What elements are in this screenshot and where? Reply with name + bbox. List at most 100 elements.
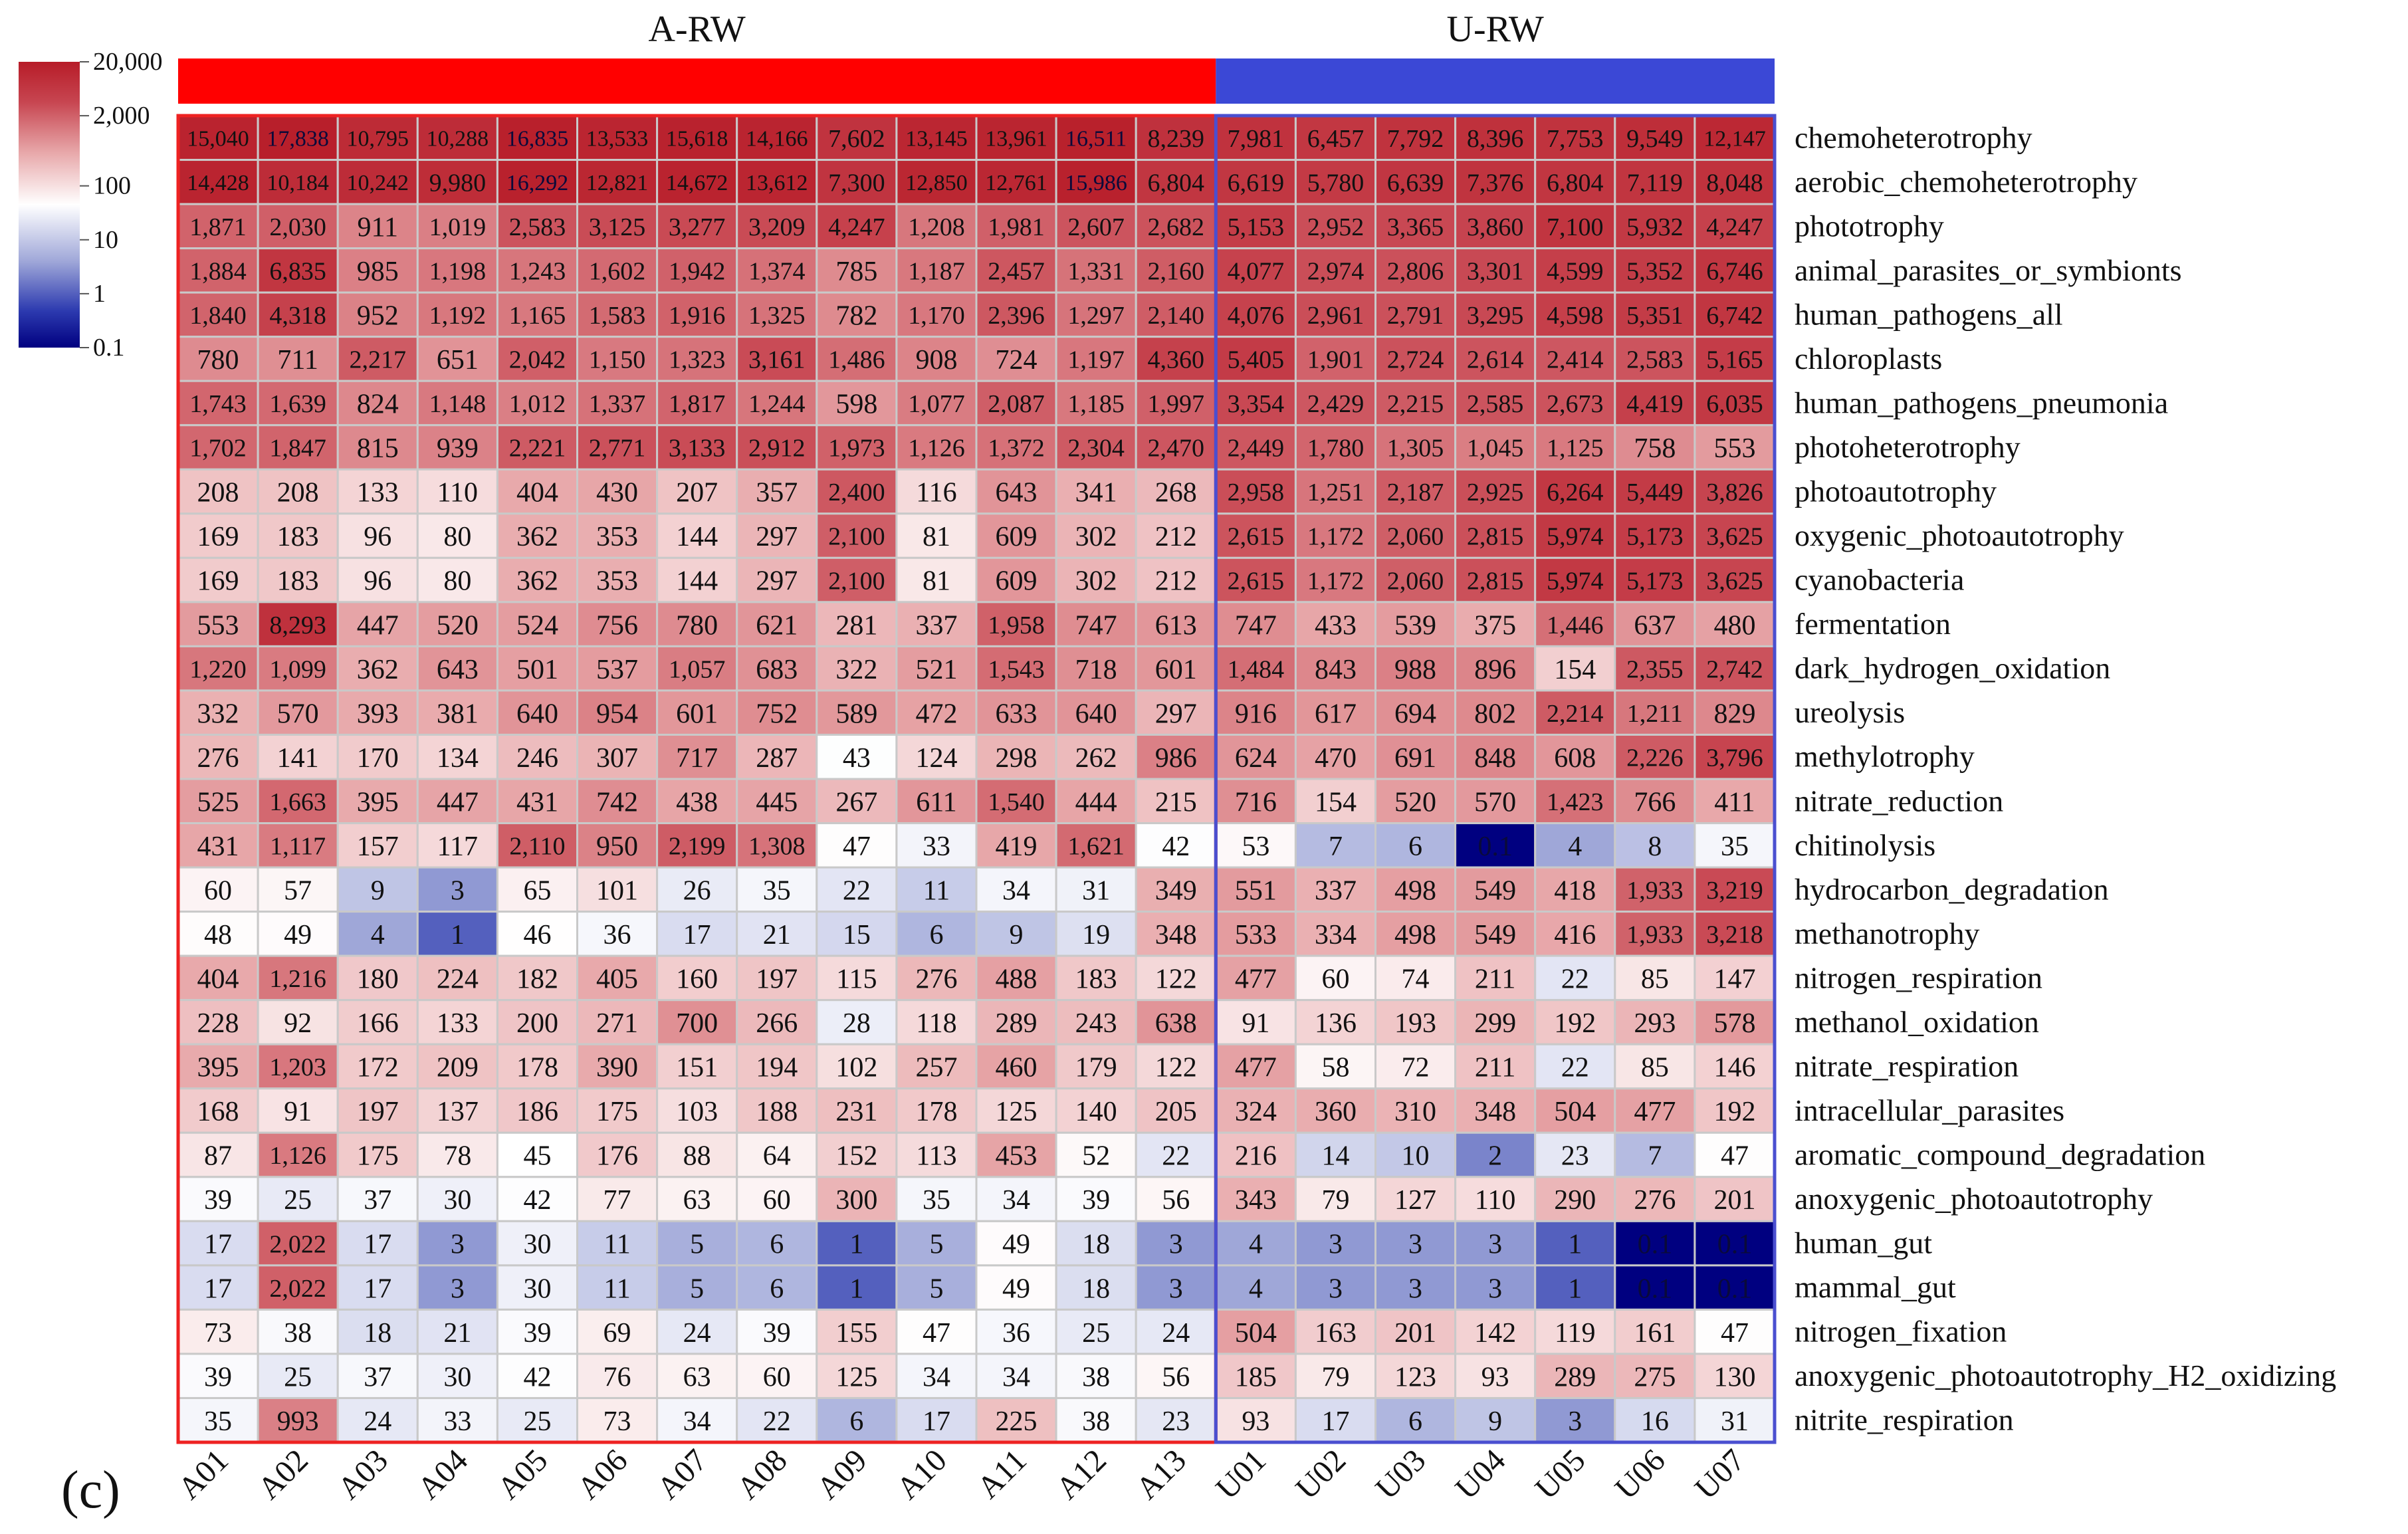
- cell-value: 18: [1082, 1230, 1110, 1260]
- heatmap-cell: [1135, 159, 1217, 205]
- cell-value: 5,405: [1228, 346, 1285, 374]
- heatmap-cell: [1374, 1220, 1457, 1267]
- cell-value: 1,148: [429, 390, 487, 418]
- cell-value: 1,251: [1307, 479, 1365, 506]
- heatmap-cell: [816, 689, 898, 736]
- heatmap-cell: [816, 468, 898, 515]
- heatmap-cell: [1614, 1087, 1696, 1134]
- cell-value: 2,060: [1387, 567, 1444, 595]
- cell-value: 419: [996, 831, 1038, 862]
- heatmap-cell: [736, 1043, 818, 1090]
- cell-value: 5,165: [1706, 346, 1763, 374]
- cell-value: 22: [843, 875, 871, 906]
- heatmap-cell: [576, 247, 659, 294]
- heatmap-cell: [1454, 911, 1537, 957]
- cell-value: 79: [1321, 1185, 1349, 1216]
- row-label: intracellular_parasites: [1795, 1093, 2064, 1127]
- cell-value: 1,933: [1626, 921, 1684, 949]
- column-label: A12: [1049, 1442, 1113, 1506]
- cell-value: 1,208: [908, 213, 965, 241]
- cell-value: 133: [437, 1008, 479, 1039]
- legend-tick-label: 10: [93, 226, 118, 254]
- cell-value: 1,117: [270, 832, 326, 860]
- cell-value: 362: [516, 566, 558, 597]
- cell-value: 205: [1155, 1097, 1197, 1127]
- cell-value: 0.1: [1717, 1230, 1753, 1260]
- cell-value: 175: [357, 1141, 399, 1172]
- cell-value: 3,860: [1467, 213, 1524, 241]
- heatmap-cell: [1454, 1220, 1537, 1267]
- heatmap-cell: [1454, 645, 1537, 692]
- cell-value: 12,821: [586, 171, 649, 195]
- cell-value: 5,352: [1626, 258, 1684, 286]
- heatmap-cell: [416, 645, 498, 692]
- heatmap-cell: [1214, 1308, 1297, 1355]
- cell-value: 1,663: [269, 788, 326, 816]
- cell-value: 17: [364, 1273, 391, 1304]
- column-label: A05: [491, 1442, 554, 1506]
- heatmap-cell: [1214, 689, 1297, 736]
- cell-value: 60: [1321, 964, 1349, 995]
- cell-value: 362: [516, 522, 558, 552]
- heatmap-cell: [257, 203, 339, 250]
- heatmap-cell: [1135, 1087, 1217, 1134]
- cell-value: 276: [1634, 1185, 1676, 1216]
- cell-value: 17: [683, 920, 711, 950]
- heatmap-cell: [656, 1308, 738, 1355]
- cell-value: 1,372: [988, 435, 1045, 463]
- heatmap-cell: [1135, 203, 1217, 250]
- cell-value: 297: [756, 566, 798, 597]
- row-label: methanol_oxidation: [1795, 1005, 2039, 1039]
- cell-value: 130: [1713, 1362, 1755, 1392]
- cell-value: 224: [437, 964, 479, 995]
- cell-value: 182: [516, 964, 558, 995]
- heatmap-cell: [1214, 1264, 1297, 1311]
- cell-value: 276: [915, 964, 957, 995]
- cell-value: 2,304: [1067, 435, 1125, 463]
- cell-value: 25: [1082, 1318, 1110, 1349]
- cell-value: 1,847: [269, 435, 326, 463]
- cell-value: 15,618: [666, 127, 728, 152]
- heatmap-cell: [1694, 733, 1776, 780]
- cell-value: 152: [835, 1141, 877, 1172]
- cell-value: 87: [204, 1141, 232, 1172]
- cell-value: 993: [277, 1406, 319, 1437]
- cell-value: 22: [1162, 1141, 1190, 1172]
- cell-value: 45: [523, 1141, 551, 1172]
- heatmap-cell: [895, 1264, 978, 1311]
- heatmap-cell: [1055, 468, 1137, 515]
- cell-value: 683: [756, 655, 798, 685]
- heatmap-cell: [1694, 468, 1776, 515]
- cell-value: 14: [1321, 1141, 1349, 1172]
- cell-value: 2,607: [1067, 213, 1125, 241]
- cell-value: 3,209: [748, 213, 806, 241]
- heatmap-cell: [1614, 866, 1696, 913]
- cell-value: 56: [1162, 1185, 1190, 1216]
- heatmap-cell: [1294, 1308, 1377, 1355]
- cell-value: 35: [923, 1185, 950, 1216]
- heatmap-cell: [1374, 1087, 1457, 1134]
- heatmap-cell: [736, 911, 818, 957]
- heatmap-cell: [656, 1353, 738, 1399]
- cell-value: 57: [284, 875, 312, 906]
- cell-value: 3,826: [1706, 479, 1763, 506]
- cell-value: 18: [364, 1318, 391, 1349]
- heatmap-cell: [975, 822, 1057, 869]
- cell-value: 601: [676, 699, 718, 729]
- heatmap-cell: [1374, 1043, 1457, 1090]
- cell-value: 25: [284, 1362, 312, 1392]
- cell-value: 1,916: [669, 302, 726, 330]
- cell-value: 1,871: [189, 213, 247, 241]
- cell-value: 3,277: [669, 213, 726, 241]
- cell-value: 6: [770, 1273, 784, 1304]
- heatmap-cell: [1135, 380, 1217, 427]
- cell-value: 102: [835, 1053, 877, 1083]
- cell-value: 4: [1249, 1230, 1263, 1260]
- cell-value: 24: [683, 1318, 711, 1349]
- cell-value: 357: [756, 478, 798, 508]
- cell-value: 212: [1155, 566, 1197, 597]
- cell-value: 349: [1155, 875, 1197, 906]
- heatmap-cell: [257, 601, 339, 647]
- cell-value: 2,414: [1547, 346, 1604, 374]
- cell-value: 651: [437, 345, 479, 376]
